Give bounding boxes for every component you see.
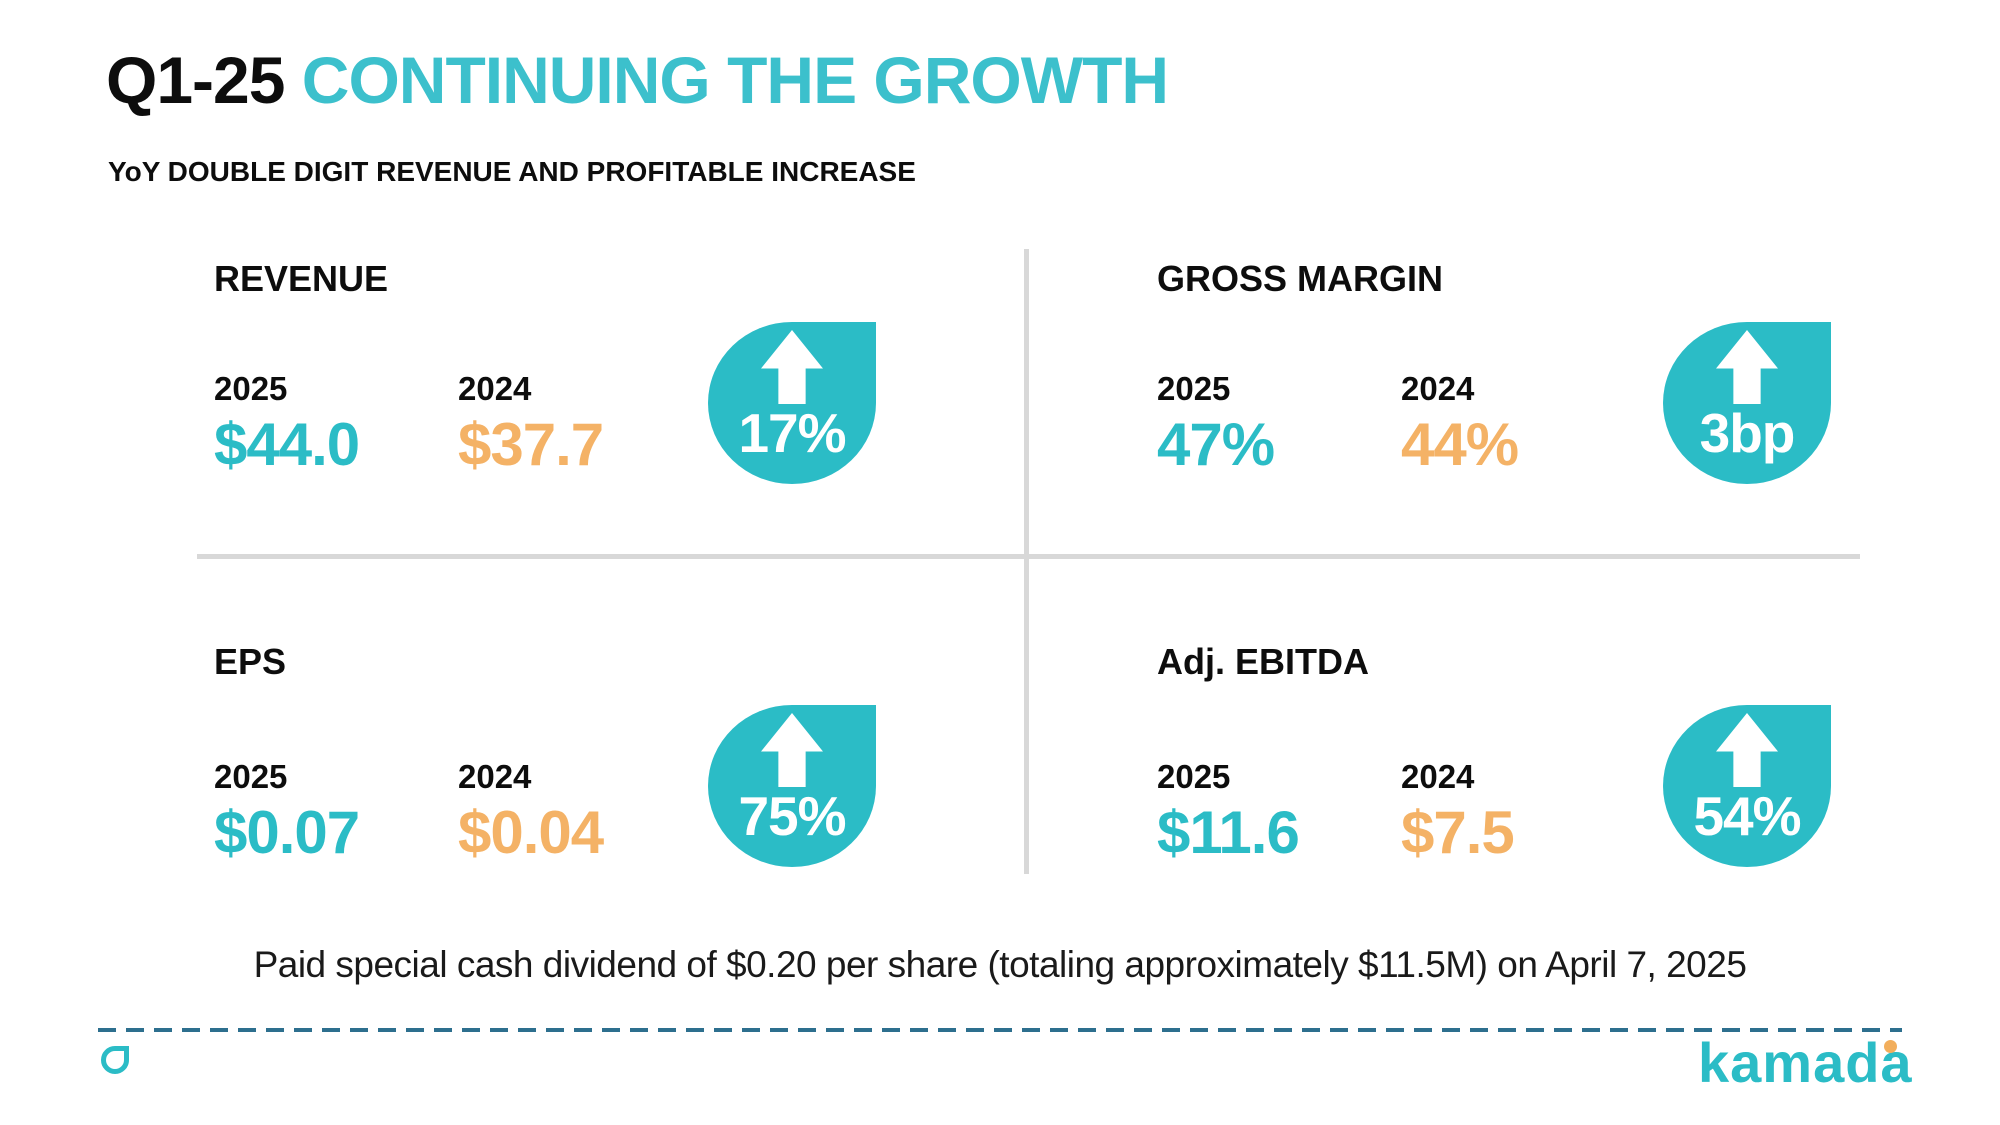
metric-value-current: $11.6 <box>1157 799 1300 866</box>
metric-label: Adj. EBITDA <box>1157 641 1369 682</box>
year-label-current: 2025 <box>214 758 288 795</box>
metric-label: REVENUE <box>214 258 389 299</box>
metric-value-current: $44.0 <box>214 411 360 478</box>
year-label-prior: 2024 <box>458 758 532 795</box>
metric-value-current: $0.07 <box>214 799 360 866</box>
change-badge: 75% <box>708 705 876 867</box>
kamada-logo: kamada <box>1698 1031 1913 1094</box>
up-arrow-icon <box>1716 330 1778 404</box>
up-arrow-icon <box>761 330 823 404</box>
footer-dashed-divider <box>98 1028 1902 1032</box>
change-value: 54% <box>1693 785 1801 847</box>
page-title: Q1-25 CONTINUING THE GROWTH <box>106 42 1169 118</box>
metric-label: EPS <box>214 641 287 682</box>
metric-card-gross-margin: GROSS MARGIN 2025 47% 2024 44% 3bp <box>1157 258 1857 558</box>
year-label-current: 2025 <box>214 370 288 407</box>
metric-value-current: 47% <box>1157 411 1275 478</box>
up-arrow-icon <box>1716 713 1778 787</box>
metric-card-revenue: REVENUE 2025 $44.0 2024 $37.7 17% <box>214 258 914 558</box>
change-value: 17% <box>738 402 846 464</box>
kamada-droplet-icon <box>101 1046 129 1074</box>
year-label-prior: 2024 <box>1401 370 1475 407</box>
metric-card-adj-ebitda: Adj. EBITDA 2025 $11.6 2024 $7.5 54% <box>1157 641 1857 941</box>
dividend-footnote: Paid special cash dividend of $0.20 per … <box>253 944 1747 985</box>
metric-value-prior: 44% <box>1401 411 1519 478</box>
change-badge: 17% <box>708 322 876 484</box>
year-label-prior: 2024 <box>1401 758 1475 795</box>
change-badge: 3bp <box>1663 322 1831 484</box>
year-label-current: 2025 <box>1157 758 1231 795</box>
change-value: 3bp <box>1699 402 1796 464</box>
change-value: 75% <box>738 785 846 847</box>
metric-card-eps: EPS 2025 $0.07 2024 $0.04 75% <box>214 641 914 941</box>
year-label-prior: 2024 <box>458 370 532 407</box>
horizontal-divider <box>197 554 1860 559</box>
page-subtitle: YoY DOUBLE DIGIT REVENUE AND PROFITABLE … <box>108 156 916 187</box>
metric-value-prior: $7.5 <box>1401 799 1515 866</box>
metric-value-prior: $37.7 <box>458 411 604 478</box>
year-label-current: 2025 <box>1157 370 1231 407</box>
metric-value-prior: $0.04 <box>458 799 604 866</box>
vertical-divider <box>1024 249 1029 874</box>
up-arrow-icon <box>761 713 823 787</box>
kamada-logo-dot-icon <box>1884 1040 1897 1053</box>
metric-label: GROSS MARGIN <box>1157 258 1444 299</box>
title-highlight: CONTINUING THE GROWTH <box>301 43 1169 117</box>
title-prefix: Q1-25 <box>106 43 285 117</box>
change-badge: 54% <box>1663 705 1831 867</box>
